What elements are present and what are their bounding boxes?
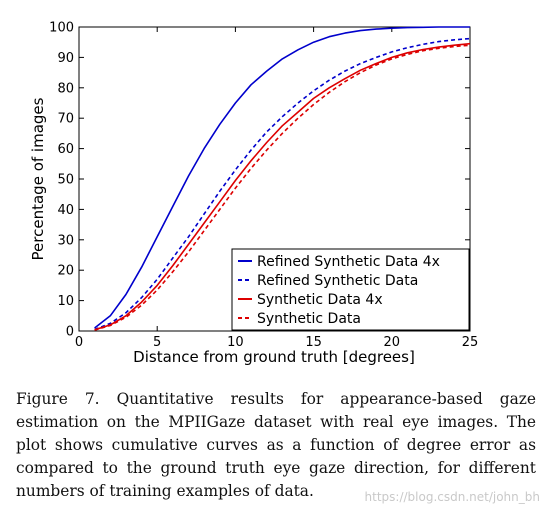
series-curves (94, 26, 471, 331)
x-tick-label: 25 (462, 335, 479, 350)
series-line-refined-synthetic-data-4x (94, 26, 470, 329)
legend-label-refined-4x: Refined Synthetic Data 4x (257, 254, 440, 270)
y-axis-label: Percentage of images (29, 97, 47, 260)
y-tick-label: 20 (57, 264, 74, 279)
watermark: https://blog.csdn.net/john_bh (364, 490, 540, 504)
x-tick-label: 15 (305, 335, 322, 350)
y-tick-label: 50 (57, 173, 74, 188)
y-tick-label: 40 (57, 203, 74, 218)
y-tick-label: 60 (57, 142, 74, 157)
series-line-synthetic-data (94, 44, 471, 331)
x-tick-label: 10 (227, 335, 244, 350)
series-line-synthetic-data-4x (94, 42, 471, 331)
y-tick-label: 0 (66, 325, 74, 340)
x-tick-label: 0 (75, 335, 83, 350)
legend: Refined Synthetic Data 4x Refined Synthe… (231, 248, 470, 331)
y-tick-label: 100 (49, 21, 74, 36)
series-line-refined-synthetic-data (94, 37, 471, 331)
x-tick-label: 20 (384, 335, 401, 350)
x-axis-label: Distance from ground truth [degrees] (133, 348, 415, 366)
legend-label-synthetic-4x: Synthetic Data 4x (257, 292, 383, 308)
y-tick-label: 90 (57, 51, 74, 66)
figure-caption: Figure 7. Quantitative results for appea… (16, 390, 536, 500)
y-tick-label: 10 (57, 294, 74, 309)
axis-ticks: 0 5 10 15 20 25 0 10 20 30 40 50 60 70 80 90 100 (49, 21, 478, 351)
x-tick-label: 5 (153, 335, 161, 350)
y-tick-label: 70 (57, 112, 74, 127)
legend-label-refined: Refined Synthetic Data (257, 273, 418, 289)
gaze-error-chart: 0 5 10 15 20 25 0 10 20 30 40 50 60 70 80 90 100 Distanc… (29, 21, 478, 367)
y-tick-label: 80 (57, 81, 74, 96)
legend-box (231, 248, 470, 331)
legend-label-synthetic: Synthetic Data (257, 311, 361, 327)
y-tick-label: 30 (57, 233, 74, 248)
